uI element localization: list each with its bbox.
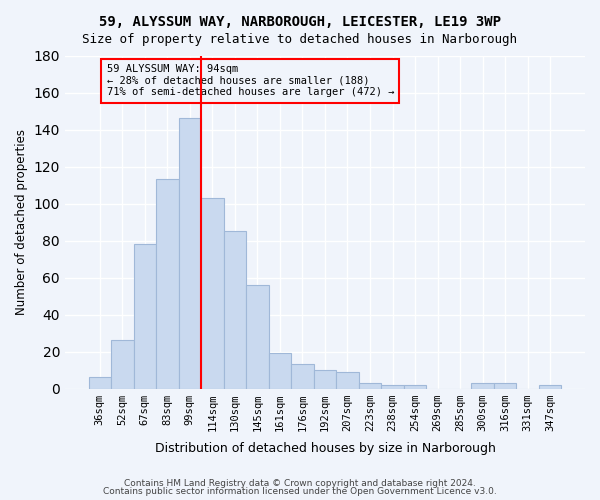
Y-axis label: Number of detached properties: Number of detached properties bbox=[15, 129, 28, 315]
Bar bbox=[539, 385, 562, 388]
Bar bbox=[179, 118, 201, 388]
Bar bbox=[224, 232, 246, 388]
Bar bbox=[201, 198, 224, 388]
Bar bbox=[314, 370, 336, 388]
Text: 59, ALYSSUM WAY, NARBOROUGH, LEICESTER, LE19 3WP: 59, ALYSSUM WAY, NARBOROUGH, LEICESTER, … bbox=[99, 15, 501, 29]
Bar bbox=[494, 383, 517, 388]
Bar bbox=[111, 340, 134, 388]
Bar bbox=[359, 383, 381, 388]
Bar bbox=[246, 285, 269, 389]
X-axis label: Distribution of detached houses by size in Narborough: Distribution of detached houses by size … bbox=[155, 442, 496, 455]
Bar bbox=[269, 354, 291, 388]
Bar bbox=[336, 372, 359, 388]
Bar bbox=[291, 364, 314, 388]
Bar bbox=[134, 244, 156, 388]
Text: Contains HM Land Registry data © Crown copyright and database right 2024.: Contains HM Land Registry data © Crown c… bbox=[124, 478, 476, 488]
Bar bbox=[156, 180, 179, 388]
Bar bbox=[89, 378, 111, 388]
Bar bbox=[404, 385, 426, 388]
Text: Size of property relative to detached houses in Narborough: Size of property relative to detached ho… bbox=[83, 32, 517, 46]
Text: 59 ALYSSUM WAY: 94sqm
← 28% of detached houses are smaller (188)
71% of semi-det: 59 ALYSSUM WAY: 94sqm ← 28% of detached … bbox=[107, 64, 394, 98]
Text: Contains public sector information licensed under the Open Government Licence v3: Contains public sector information licen… bbox=[103, 487, 497, 496]
Bar bbox=[472, 383, 494, 388]
Bar bbox=[381, 385, 404, 388]
